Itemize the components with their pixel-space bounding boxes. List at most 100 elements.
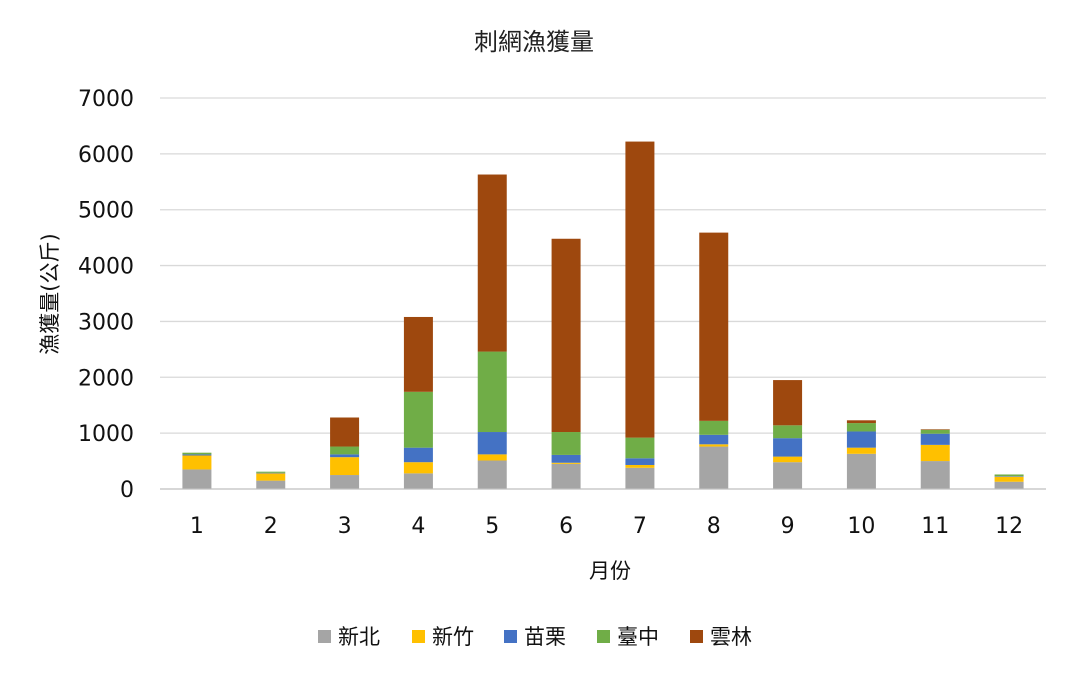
x-tick-label: 5	[485, 514, 499, 539]
x-axis-ticks: 1 2 3 4 5 6 7 8 9 10 11 12	[190, 514, 1023, 539]
bar-segment	[994, 476, 1024, 477]
x-tick-label: 1	[190, 514, 204, 539]
bar-segment	[920, 444, 950, 462]
bar-segment	[403, 447, 433, 463]
bar-segment	[773, 425, 803, 439]
bar-segment	[330, 446, 360, 455]
bar-segment	[256, 472, 286, 474]
bar-segment	[256, 473, 286, 481]
y-tick-label: 3000	[78, 310, 134, 335]
y-tick-label: 4000	[78, 255, 134, 280]
x-axis-label: 月份	[589, 559, 631, 583]
gridlines	[160, 97, 1046, 434]
bar-segment	[256, 471, 286, 473]
bar-segment	[330, 417, 360, 447]
bar-segment	[403, 473, 433, 489]
bar-segment	[920, 461, 950, 489]
bar-segment	[699, 434, 729, 445]
bar-segment	[699, 446, 729, 489]
legend-swatch	[690, 630, 703, 643]
bar-segment	[551, 462, 581, 464]
bar-segment	[403, 316, 433, 392]
bar-segment	[846, 431, 876, 448]
y-tick-label: 2000	[78, 366, 134, 391]
x-tick-label: 8	[707, 514, 721, 539]
legend-label: 新竹	[432, 625, 474, 649]
y-axis-ticks: 0 1000 2000 3000 4000 5000 6000 7000	[78, 87, 134, 503]
bar-segment	[403, 391, 433, 448]
y-tick-label: 6000	[78, 143, 134, 168]
bar-segment	[182, 455, 212, 470]
bar-segment	[625, 141, 655, 438]
bar-segment	[182, 469, 212, 489]
bar-segment	[773, 462, 803, 489]
y-tick-label: 5000	[78, 199, 134, 224]
bar-segment	[699, 232, 729, 421]
bar-segment	[403, 462, 433, 474]
y-tick-label: 0	[120, 478, 134, 503]
bar-segment	[920, 429, 950, 434]
bar-segment	[699, 444, 729, 447]
legend-item: 新竹	[412, 625, 474, 649]
bar-segment	[256, 480, 286, 489]
bar-segment	[920, 433, 950, 445]
bar-segment	[477, 454, 507, 461]
legend-label: 新北	[338, 625, 380, 649]
bar-segment	[551, 238, 581, 433]
legend-label: 苗栗	[524, 625, 566, 649]
bar-segment	[994, 476, 1024, 482]
bar-segment	[477, 351, 507, 433]
bar-segment	[699, 420, 729, 435]
x-tick-label: 11	[921, 514, 949, 539]
bar-segment	[625, 467, 655, 489]
bar-segment	[182, 452, 212, 455]
y-tick-label: 1000	[78, 422, 134, 447]
legend-swatch	[504, 630, 517, 643]
legend-swatch	[318, 630, 331, 643]
bar-segment	[551, 463, 581, 489]
bar-segment	[773, 456, 803, 463]
legend-item: 新北	[318, 625, 380, 649]
x-tick-label: 6	[559, 514, 573, 539]
bar-segment	[773, 438, 803, 457]
x-tick-label: 9	[781, 514, 795, 539]
bar-segment	[625, 437, 655, 459]
bar-segment	[994, 481, 1024, 489]
y-axis-label: 漁獲量(公斤)	[38, 233, 62, 354]
legend-label: 臺中	[617, 625, 659, 649]
x-tick-label: 12	[995, 514, 1023, 539]
legend-item: 苗栗	[504, 625, 566, 649]
legend-swatch	[597, 630, 610, 643]
x-tick-label: 10	[847, 514, 875, 539]
x-tick-label: 2	[264, 514, 278, 539]
bar-segment	[477, 432, 507, 455]
bar-segment	[846, 447, 876, 454]
bars	[182, 141, 1024, 489]
bar-segment	[846, 423, 876, 432]
bar-segment	[330, 457, 360, 476]
bar-segment	[551, 432, 581, 455]
bar-segment	[920, 429, 950, 430]
bar-segment	[773, 380, 803, 426]
chart-title: 刺網漁獲量	[474, 28, 594, 56]
x-tick-label: 3	[338, 514, 352, 539]
bar-segment	[846, 420, 876, 424]
bar-segment	[330, 454, 360, 458]
bar-segment	[477, 174, 507, 352]
legend-swatch	[412, 630, 425, 643]
bar-segment	[625, 464, 655, 468]
bar-segment	[551, 454, 581, 463]
bar-segment	[625, 458, 655, 465]
bar-segment	[182, 454, 212, 456]
x-tick-label: 7	[633, 514, 647, 539]
bar-segment	[477, 460, 507, 489]
legend-item: 臺中	[597, 625, 659, 649]
legend: 新北 新竹 苗栗 臺中 雲林	[318, 625, 752, 649]
bar-segment	[846, 453, 876, 489]
legend-label: 雲林	[710, 625, 752, 649]
x-tick-label: 4	[411, 514, 425, 539]
y-tick-label: 7000	[78, 87, 134, 112]
bar-segment	[330, 475, 360, 489]
